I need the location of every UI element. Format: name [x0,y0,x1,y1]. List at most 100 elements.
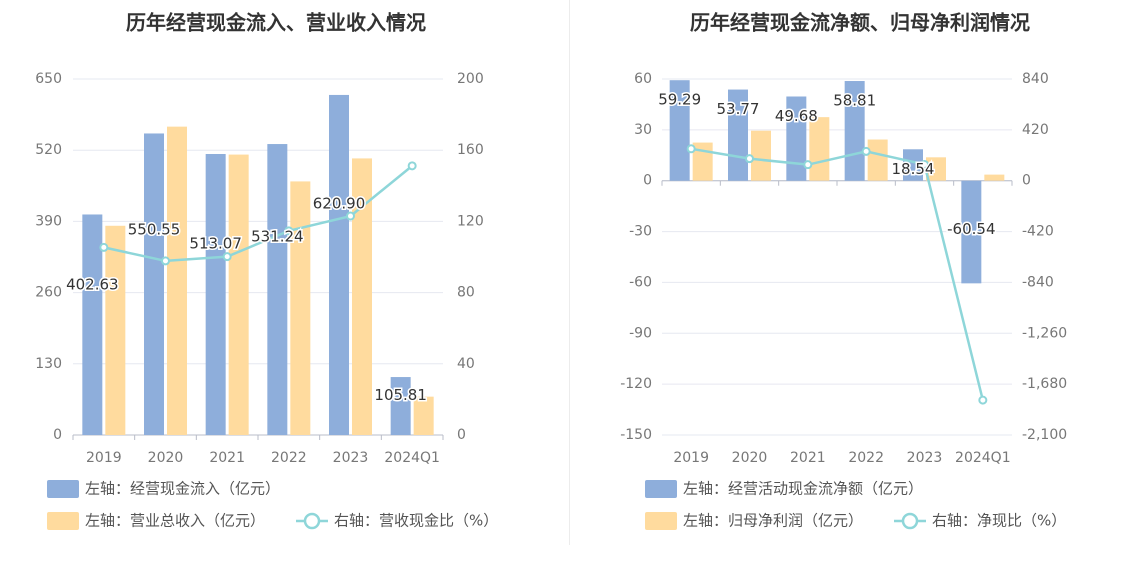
line-point [803,160,813,170]
bar-series-2 [751,130,771,181]
x-axis-label: 2023 [907,450,943,466]
right-axis-tick-label: 200 [457,71,484,87]
line-point [861,146,871,156]
line-point [745,154,754,164]
legend-line-marker [303,512,321,530]
bar-series-1 [786,96,807,181]
chart-title: 历年经营现金流入、营业收入情况 [126,11,426,35]
right-axis-tick-label: 420 [1022,122,1049,138]
left-axis-tick-label: 520 [35,142,62,158]
right-axis-tick-label: -2,100 [1022,427,1067,443]
right-axis-tick-label: 40 [457,356,475,372]
bar-data-label: 53.77 [717,100,760,118]
x-axis-label: 2021 [790,450,826,466]
line-point [161,256,170,266]
bar-series-2 [867,139,888,181]
x-axis-label: 2021 [209,450,245,466]
legend-swatch [47,480,79,498]
bar-data-label: 550.55 [128,220,181,238]
bar-series-1 [329,94,349,436]
x-axis-label: 2023 [333,450,369,466]
legend-label: 右轴：净现比（%） [932,512,1066,530]
bar-series-1 [903,149,923,181]
right-axis-tick-label: 160 [457,142,484,158]
legend-swatch [645,480,677,498]
left-axis-tick-label: -90 [629,325,652,341]
line-point [222,252,232,262]
legend-label: 左轴：经营现金流入（亿元） [85,480,280,498]
line-series [690,147,985,401]
line-point [686,144,696,154]
bar-data-label: 513.07 [189,234,242,252]
line-point [978,395,988,405]
bar-data-label: 18.54 [892,160,935,178]
panel-divider [569,0,570,545]
left-axis-tick-label: 0 [53,427,62,443]
right-axis-tick-label: 0 [457,427,466,443]
legend-swatch [47,512,79,530]
x-axis-label: 2019 [86,450,122,466]
right-axis-tick-label: 120 [457,213,484,229]
x-axis-label: 2019 [673,450,709,466]
bar-data-label: 49.68 [775,107,818,125]
bar-series-2 [692,142,713,181]
right-axis-tick-label: -420 [1022,224,1054,240]
legend-label: 左轴：经营活动现金流净额（亿元） [683,480,923,498]
bar-series-1 [669,80,690,181]
bar-data-label: 59.29 [658,91,701,109]
line-point [284,226,294,236]
right-axis-tick-label: 80 [457,285,475,301]
legend-label: 右轴：营收现金比（%） [334,512,498,530]
legend-label: 左轴：营业总收入（亿元） [85,512,265,530]
bar-series-2 [228,154,249,435]
bar-series-1 [144,133,164,435]
chart-title: 历年经营现金流净额、归母净利润情况 [690,11,1030,35]
chart-2: 历年经营现金流净额、归母净利润情况 -150 -120 -90 -60 -30 0 30 60 -… [620,11,1067,530]
left-axis-tick-label: -120 [620,376,652,392]
left-axis-tick-label: -30 [629,224,652,240]
line-point [346,211,355,221]
bar-data-label: 531.24 [251,228,304,246]
bar-series-2 [413,396,434,435]
bar-series-1 [961,180,982,284]
bar-series-2 [352,158,372,435]
left-axis-tick-label: -60 [629,274,652,290]
left-axis-tick-label: -150 [620,427,652,443]
right-axis-tick-label: -1,680 [1022,376,1067,392]
bar-series-2 [290,181,311,435]
left-axis-tick-label: 390 [35,213,62,229]
x-axis-label: 2022 [271,450,307,466]
bar-data-label: -60.54 [947,220,995,238]
line-point [920,159,929,169]
legend-line-marker [901,512,919,530]
bar-series-2 [167,126,187,435]
x-axis-label: 2024Q1 [955,450,1011,466]
line-point [99,242,109,252]
left-axis-tick-label: 30 [634,122,652,138]
bar-series-2 [809,117,830,181]
x-axis-label: 2020 [148,450,184,466]
right-axis-tick-label: -840 [1022,274,1054,290]
x-axis-label: 2024Q1 [384,450,440,466]
bar-series-1 [205,153,226,435]
x-axis-label: 2020 [732,450,768,466]
bar-series-1 [390,377,411,435]
left-axis-tick-label: 260 [35,285,62,301]
line-point [407,161,417,171]
bar-series-1 [82,214,103,435]
legend-label: 左轴：归母净利润（亿元） [683,512,863,530]
bar-series-2 [984,174,1005,181]
bar-series-1 [267,144,288,435]
bar-data-label: 105.81 [374,386,427,404]
right-axis-tick-label: 840 [1022,71,1049,87]
left-axis-tick-label: 60 [634,71,652,87]
bar-data-label: 620.90 [313,194,366,212]
right-axis-tick-label: 0 [1022,173,1031,189]
left-axis-tick-label: 130 [35,356,62,372]
bar-data-label: 402.63 [66,276,119,294]
right-axis-tick-label: -1,260 [1022,325,1067,341]
left-axis-tick-label: 650 [35,71,62,87]
line-series [103,164,413,263]
